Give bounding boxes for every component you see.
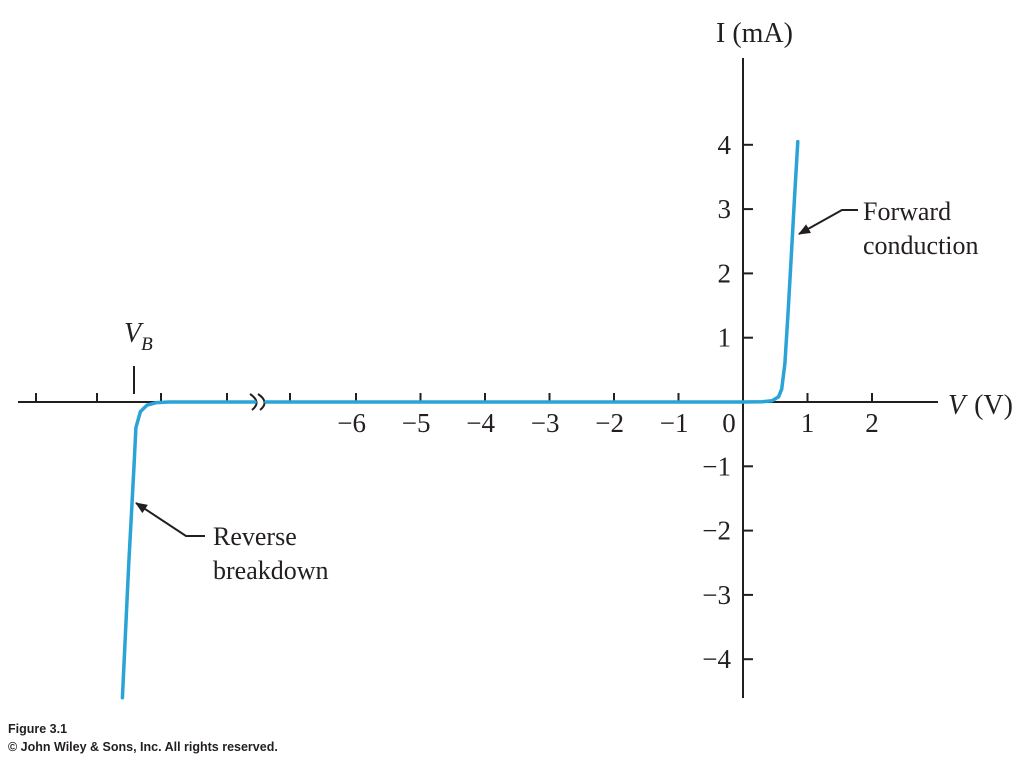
figure-caption: Figure 3.1 — [8, 722, 68, 736]
forward-conduction-annotation: Forward conduction — [798, 197, 979, 260]
breakdown-curve — [120, 400, 257, 700]
forward-annotation-arrow — [798, 209, 858, 235]
forward-annotation-line2: conduction — [863, 231, 979, 260]
axes — [18, 58, 938, 698]
y-tick-label: −1 — [702, 451, 731, 481]
x-tick-label: −5 — [402, 408, 431, 438]
reverse-annotation-line2: breakdown — [213, 556, 329, 585]
y-tick-label: −3 — [702, 580, 731, 610]
y-tick-label: 3 — [718, 194, 732, 224]
x-tick-label: −3 — [531, 408, 560, 438]
x-ticks: −6 −5 −4 −3 −2 −1 0 1 2 — [337, 393, 879, 438]
curves — [120, 139, 800, 700]
x-tick-label: 0 — [722, 408, 736, 438]
x-tick-label: −2 — [595, 408, 624, 438]
y-tick-label: −2 — [702, 516, 731, 546]
forward-curve — [264, 139, 800, 404]
vb-label: VB — [124, 318, 153, 355]
copyright-notice: © John Wiley & Sons, Inc. All rights res… — [8, 740, 278, 754]
y-tick-label: 1 — [718, 323, 732, 353]
x-tick-label: −1 — [660, 408, 689, 438]
reverse-annotation-line1: Reverse — [213, 522, 297, 551]
x-axis-label: V (V) — [948, 390, 1013, 421]
x-tick-label: 1 — [801, 408, 815, 438]
vb-label-subscript: B — [141, 334, 153, 355]
x-axis-label-unit: (V) — [974, 390, 1013, 421]
y-axis-label: I (mA) — [716, 18, 793, 49]
y-tick-label: 2 — [718, 258, 732, 288]
x-tick-label: 2 — [865, 408, 879, 438]
y-tick-label: 4 — [718, 130, 732, 160]
x-axis-label-variable: V — [948, 390, 968, 421]
x-tick-label: −6 — [337, 408, 366, 438]
y-tick-label: −4 — [702, 644, 731, 674]
reverse-breakdown-annotation: Reverse breakdown — [135, 502, 329, 585]
y-ticks: 4 3 2 1 −1 −2 −3 −4 — [702, 130, 753, 674]
forward-annotation-line1: Forward — [863, 197, 951, 226]
reverse-annotation-arrow — [135, 502, 205, 537]
vb-label-main: V — [124, 318, 144, 349]
x-tick-label: −4 — [466, 408, 495, 438]
